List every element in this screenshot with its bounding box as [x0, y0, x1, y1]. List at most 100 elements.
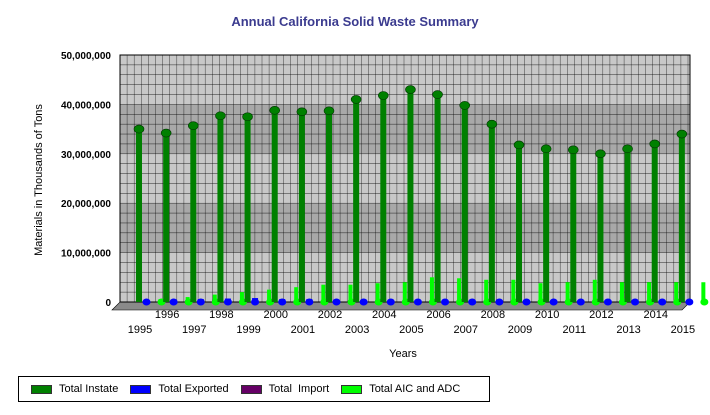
- plot-background: [111, 55, 691, 311]
- x-tick-label: 2014: [643, 309, 667, 321]
- legend-label: Total Exported: [158, 383, 229, 395]
- bar-total-aic-and-adc: [294, 287, 299, 302]
- bar-total-instate: [543, 148, 550, 302]
- x-tick-label: 2003: [345, 324, 369, 336]
- y-axis-ticks: 0 10,000,000 20,000,000 30,000,000 40,000,00…: [61, 51, 112, 309]
- bar-total-instate: [624, 148, 631, 302]
- bar-total-aic-and-adc: [267, 289, 272, 302]
- bar-base-marker: [700, 298, 709, 306]
- bar-marker: [567, 145, 579, 155]
- bar-base-marker: [386, 298, 395, 306]
- bar-total-aic-and-adc: [348, 284, 353, 302]
- y-tick-label: 0: [105, 298, 111, 309]
- bar-marker: [377, 91, 389, 100]
- bar-marker: [649, 139, 661, 149]
- x-tick-label: 2009: [508, 324, 532, 336]
- bar-total-aic-and-adc: [321, 284, 326, 302]
- bar-total-instate: [407, 89, 414, 302]
- bar-total-instate: [678, 134, 685, 302]
- bar-total-aic-and-adc: [511, 279, 516, 302]
- bar-marker: [269, 106, 281, 115]
- plot-band: [120, 153, 690, 204]
- bar-total-instate: [244, 116, 251, 302]
- x-tick-label: 2013: [616, 324, 640, 336]
- plot-band: [120, 55, 690, 105]
- bar-marker: [133, 124, 145, 134]
- bar-marker: [676, 129, 688, 139]
- bar-base-marker: [305, 298, 314, 306]
- bar-total-instate: [217, 115, 224, 303]
- bar-base-marker: [576, 298, 585, 306]
- bar-total-aic-and-adc: [239, 292, 244, 302]
- x-tick-label: 2012: [589, 309, 613, 321]
- chart-title: Annual California Solid Waste Summary: [231, 14, 479, 29]
- x-tick-label: 1995: [128, 324, 152, 336]
- bar-total-aic-and-adc: [647, 282, 652, 302]
- bar-marker: [160, 128, 172, 138]
- bar-marker: [350, 95, 362, 104]
- y-tick-label: 30,000,000: [61, 150, 111, 161]
- bar-total-instate: [570, 149, 577, 302]
- bar-base-marker: [223, 298, 232, 306]
- bar-total-aic-and-adc: [538, 283, 543, 302]
- legend-swatch: [130, 384, 152, 394]
- bar-base-marker: [495, 298, 504, 306]
- x-tick-label: 2004: [372, 309, 396, 321]
- bar-total-aic-and-adc: [402, 282, 407, 302]
- legend-swatch: [240, 384, 262, 394]
- bar-base-marker: [196, 298, 205, 306]
- bar-total-instate: [380, 95, 387, 303]
- bar-total-instate: [353, 99, 360, 303]
- x-tick-label: 2007: [453, 324, 477, 336]
- bar-total-aic-and-adc: [429, 277, 434, 302]
- legend-label: Total Instate: [59, 383, 119, 395]
- bar-base-marker: [549, 298, 558, 306]
- y-tick-label: 50,000,000: [61, 51, 111, 62]
- x-tick-label: 1998: [209, 309, 233, 321]
- bar-base-marker: [359, 298, 368, 306]
- bar-total-aic-and-adc: [457, 278, 462, 302]
- bar-base-marker: [142, 298, 151, 306]
- bar-total-aic-and-adc: [565, 282, 570, 302]
- bar-base-marker: [251, 298, 260, 306]
- legend-swatch: [341, 384, 363, 394]
- bar-marker: [242, 112, 253, 122]
- bar-total-aic-and-adc: [484, 279, 489, 302]
- x-tick-label: 2006: [426, 309, 450, 321]
- bar-base-marker: [685, 298, 694, 306]
- bar-total-instate: [298, 111, 305, 302]
- bar-total-aic-and-adc: [674, 282, 679, 302]
- bar-marker: [595, 149, 606, 159]
- x-tick-label: 2002: [318, 309, 342, 321]
- bar-total-instate: [597, 153, 604, 302]
- bar-base-marker: [603, 298, 612, 306]
- bar-base-marker: [522, 298, 531, 306]
- bar-total-instate: [136, 129, 142, 302]
- x-tick-label: 2001: [291, 324, 315, 336]
- bar-marker: [513, 140, 525, 150]
- bar-marker: [296, 107, 308, 117]
- bar-base-marker: [413, 298, 422, 306]
- legend-label: Total Import: [268, 383, 330, 395]
- bar-total-aic-and-adc: [619, 282, 624, 302]
- bar-total-aic-and-adc: [375, 283, 380, 302]
- x-tick-label: 2011: [562, 324, 586, 336]
- y-tick-label: 10,000,000: [61, 249, 111, 260]
- bar-base-marker: [169, 298, 178, 306]
- bar-marker: [323, 106, 335, 116]
- bar-marker: [622, 144, 633, 154]
- x-axis-label: Years: [389, 348, 417, 360]
- bar-base-marker: [332, 298, 341, 306]
- x-tick-label: 1996: [155, 309, 179, 321]
- x-tick-label: 1999: [236, 324, 260, 336]
- legend: Total Instate Total Exported Total Import T…: [18, 376, 490, 402]
- bar-marker: [215, 111, 226, 121]
- bar-total-aic-and-adc: [212, 294, 217, 302]
- x-tick-label: 2015: [671, 324, 695, 336]
- bar-base-marker: [278, 298, 287, 306]
- bar-total-instate: [190, 125, 197, 302]
- x-tick-label: 2008: [481, 309, 505, 321]
- legend-item: Total Import: [240, 383, 330, 395]
